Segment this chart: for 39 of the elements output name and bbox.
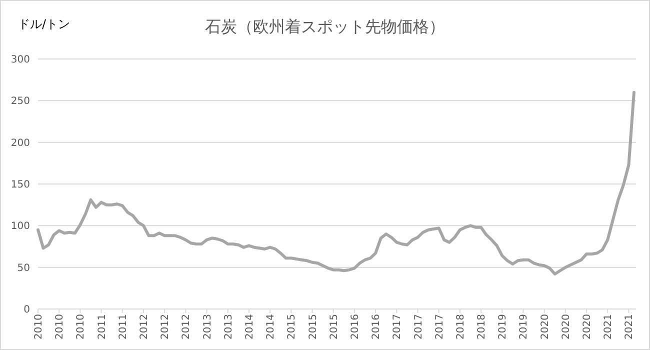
x-tick-label: 2015 (328, 314, 340, 340)
x-tick-label: 2020 (582, 314, 594, 340)
y-tick-label: 150 (10, 180, 30, 190)
x-tick-label: 2016 (371, 314, 382, 340)
y-tick-label: 300 (10, 54, 30, 66)
x-tick-label: 2012 (160, 314, 172, 340)
x-tick-label: 2011 (96, 314, 108, 340)
x-tick-label: 2010 (34, 314, 44, 340)
x-tick-label: 2021 (624, 314, 636, 340)
x-tick-label: 2014 (244, 314, 256, 340)
y-tick-label: 100 (10, 221, 30, 232)
x-tick-label: 2017 (434, 314, 446, 340)
x-tick-label: 2018 (455, 314, 466, 340)
x-tick-label: 2012 (138, 314, 150, 340)
x-tick-label: 2013 (223, 314, 234, 340)
x-tick-label: 2021 (603, 314, 614, 340)
x-tick-label: 2017 (392, 314, 404, 340)
x-tick-label: 2019 (498, 314, 509, 340)
line-series (36, 90, 636, 276)
x-tick-label: 2010 (76, 314, 87, 340)
y-tick-label: 200 (10, 138, 30, 149)
x-tick-label: 2013 (202, 314, 214, 340)
x-tick-label: 2014 (266, 314, 277, 340)
y-axis-title: ドル/トン (18, 17, 70, 31)
y-tick-label: 250 (10, 96, 30, 108)
x-tick-label: 2020 (560, 314, 572, 340)
chart-title: 石炭（欧州着スポット先物価格） (205, 17, 445, 36)
x-tick-label: 2012 (181, 314, 192, 340)
x-tick-label: 2010 (54, 314, 66, 340)
x-tick-label: 2015 (308, 314, 319, 340)
x-tick-label: 2020 (540, 314, 551, 340)
x-tick-label: 2016 (350, 314, 361, 340)
y-tick-label: 50 (17, 262, 30, 274)
x-tick-label: 2011 (118, 314, 129, 340)
x-tick-label: 2017 (413, 314, 424, 340)
x-tick-label: 2018 (476, 314, 488, 340)
y-tick-label: 0 (24, 304, 30, 316)
x-tick-label: 2015 (286, 314, 298, 340)
x-tick-label: 2019 (518, 314, 530, 340)
